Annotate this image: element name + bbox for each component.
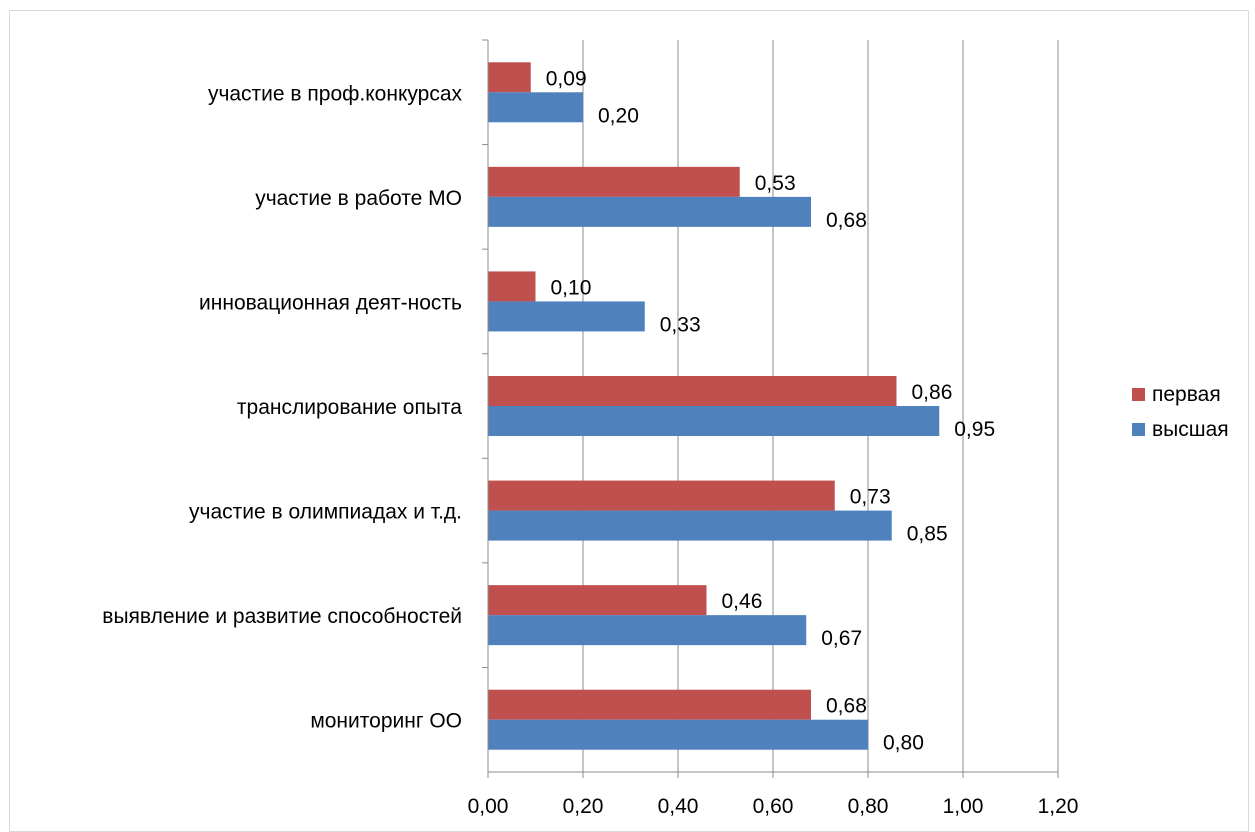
bar-первая — [488, 480, 835, 511]
data-label: 0,86 — [912, 381, 953, 404]
legend-swatch — [1132, 423, 1145, 436]
bars — [488, 62, 940, 750]
category-label: транслирование опыта — [237, 396, 462, 419]
legend-label: высшая — [1152, 418, 1229, 441]
data-label: 0,09 — [546, 67, 587, 90]
x-tick-label: 0,40 — [658, 795, 699, 818]
data-label: 0,53 — [755, 172, 796, 195]
bar-первая — [488, 376, 897, 406]
category-label: инновационная деят-ность — [199, 291, 462, 314]
data-label: 0,67 — [821, 627, 862, 650]
bar-первая — [488, 166, 740, 197]
data-label: 0,85 — [907, 523, 948, 546]
bar-высшая — [488, 719, 868, 750]
axes — [482, 39, 1059, 778]
legend-label: первая — [1152, 383, 1221, 406]
bar-первая — [488, 689, 811, 720]
x-tick-label: 0,60 — [753, 795, 794, 818]
tick-labels: 0,00 0,20 0,40 0,60 0,80 1,00 1,20 — [468, 795, 1079, 818]
category-label: выявление и развитие способностей — [102, 605, 462, 628]
x-tick-label: 0,20 — [563, 795, 604, 818]
legend: первая высшая — [1132, 383, 1229, 441]
x-tick-label: 1,20 — [1038, 795, 1079, 818]
bar-высшая — [488, 510, 892, 541]
data-label: 0,33 — [660, 313, 701, 336]
data-label: 0,20 — [598, 104, 639, 127]
x-tick-label: 0,80 — [848, 795, 889, 818]
data-label: 0,46 — [722, 590, 763, 613]
x-tick-label: 0,00 — [468, 795, 509, 818]
category-label: участие в работе МО — [255, 187, 462, 210]
data-label: 0,10 — [551, 276, 592, 299]
bar-первая — [488, 585, 707, 616]
data-label: 0,68 — [826, 209, 867, 232]
category-label: мониторинг ОО — [310, 710, 462, 733]
bar-высшая — [488, 92, 583, 123]
bar-высшая — [488, 615, 807, 646]
legend-swatch — [1132, 388, 1145, 401]
data-label: 0,68 — [826, 695, 867, 718]
data-label: 0,80 — [883, 732, 924, 755]
data-label: 0,73 — [850, 486, 891, 509]
category-labels: мониторинг ОО выявление и развитие способ… — [102, 82, 462, 732]
bar-высшая — [488, 196, 811, 227]
category-label: участие в олимпиадах и т.д. — [189, 501, 462, 524]
bar-первая — [488, 62, 531, 93]
x-tick-label: 1,00 — [943, 795, 984, 818]
gridlines — [582, 40, 1059, 772]
category-label: участие в проф.конкурсах — [208, 82, 463, 105]
bar-высшая — [488, 301, 645, 332]
bar-высшая — [488, 406, 940, 436]
data-label: 0,95 — [954, 418, 995, 441]
data-labels: 0,68 0,80 0,46 0,67 0,73 0,85 0,860,95 0,10 0,33… — [546, 67, 995, 754]
bar-первая — [488, 271, 536, 302]
